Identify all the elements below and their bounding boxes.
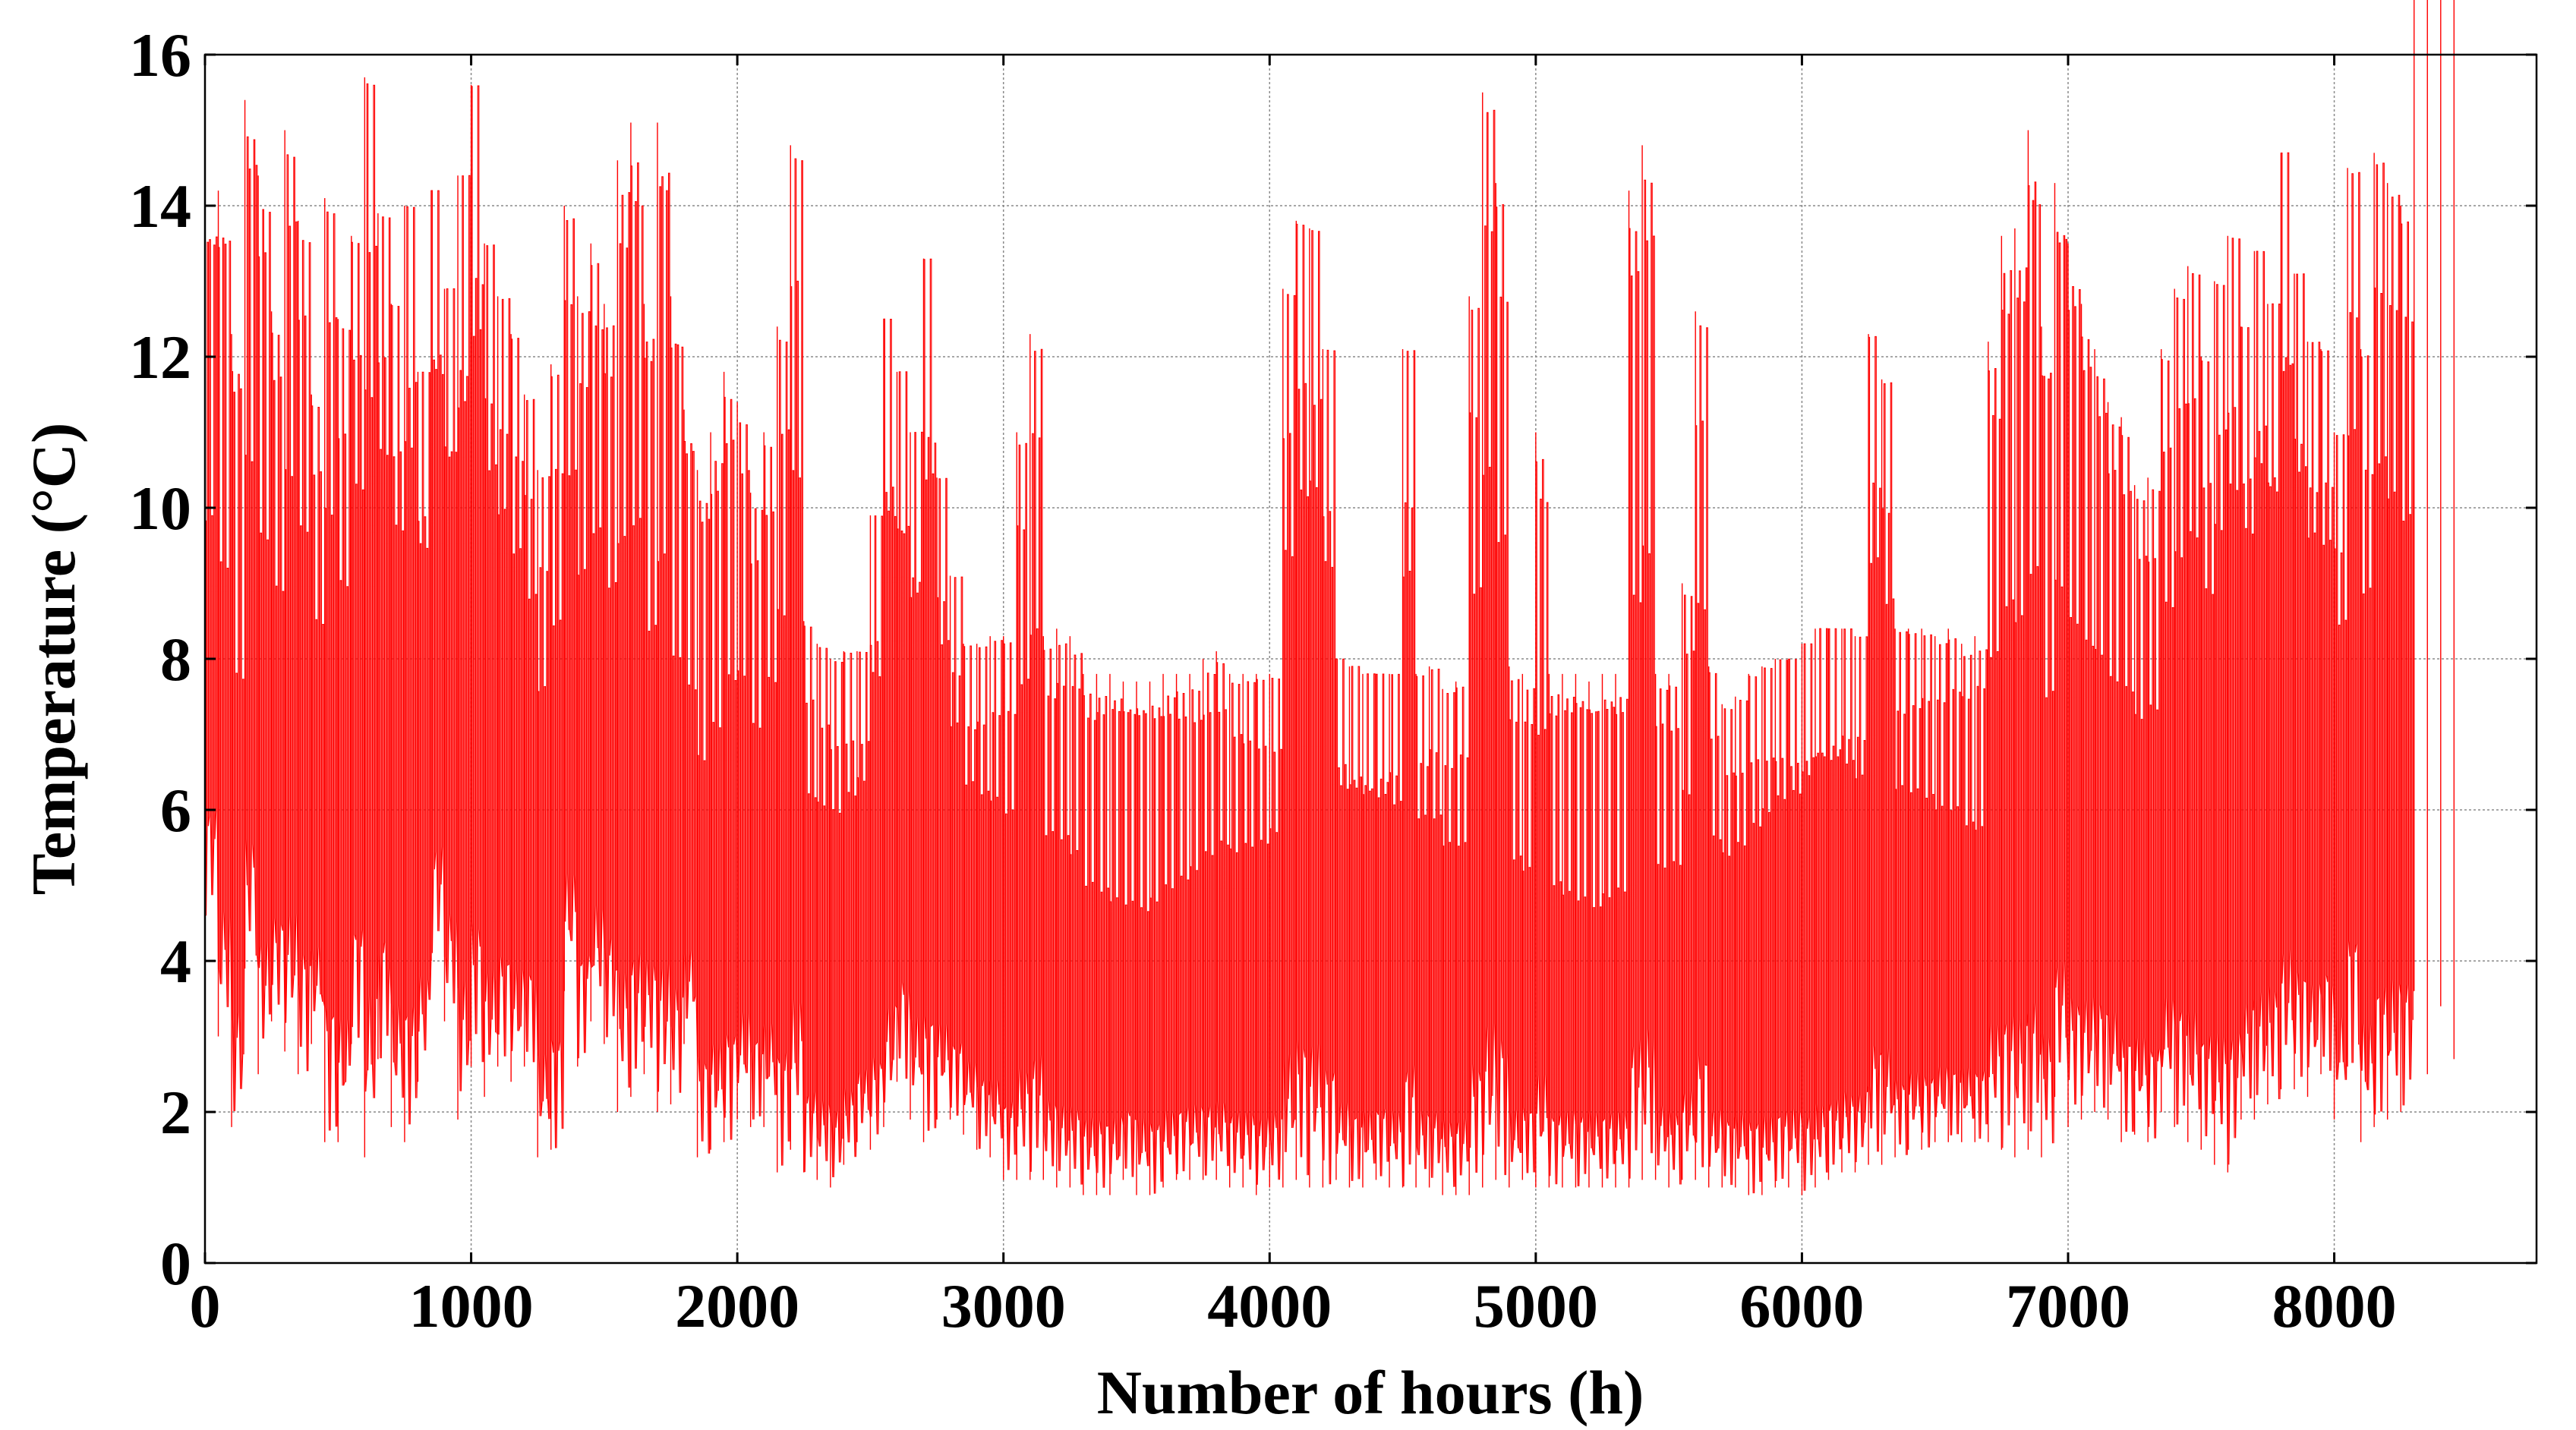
x-axis-title: Number of hours (h) xyxy=(1097,1358,1644,1427)
y-tick-label: 10 xyxy=(129,474,191,543)
y-tick-label: 14 xyxy=(129,172,191,241)
x-tick-label: 7000 xyxy=(2006,1271,2130,1340)
y-tick-label: 0 xyxy=(160,1229,191,1298)
y-tick-label: 16 xyxy=(129,20,191,90)
y-tick-label: 2 xyxy=(160,1078,191,1147)
x-tick-label: 2000 xyxy=(675,1271,799,1340)
x-tick-label: 5000 xyxy=(1474,1271,1598,1340)
x-tick-label: 0 xyxy=(190,1271,221,1340)
y-tick-label: 12 xyxy=(129,323,191,392)
x-tick-label: 8000 xyxy=(2272,1271,2397,1340)
x-tick-label: 4000 xyxy=(1207,1271,1332,1340)
y-tick-label: 4 xyxy=(160,927,191,996)
y-tick-label: 6 xyxy=(160,776,191,845)
y-tick-label: 8 xyxy=(160,625,191,694)
y-tick-labels: 0 2 4 6 8 10 12 14 16 xyxy=(129,20,191,1298)
x-tick-labels: 0 1000 2000 3000 4000 5000 6000 7000 8000 xyxy=(190,1271,2397,1340)
axis-ticks xyxy=(203,53,2537,1265)
y-axis-title: Temperature (°C) xyxy=(19,423,88,896)
x-tick-label: 1000 xyxy=(409,1271,534,1340)
temperature-line xyxy=(204,83,2414,1194)
x-tick-label: 3000 xyxy=(941,1271,1066,1340)
x-tick-label: 6000 xyxy=(1739,1271,1864,1340)
